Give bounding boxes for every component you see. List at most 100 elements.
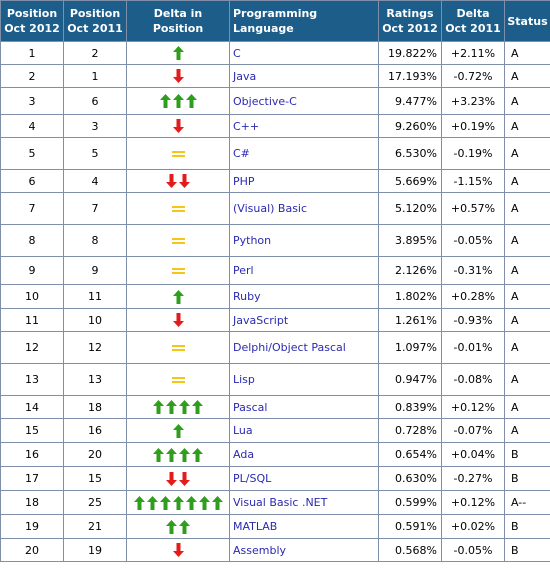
- delta-cell: +0.57%: [441, 192, 505, 225]
- delta-position-cell: [126, 308, 230, 332]
- table-row[interactable]: 20 19 Assembly 0.568% -0.05% B: [0, 538, 550, 562]
- language-cell[interactable]: Java: [229, 64, 379, 88]
- table-row[interactable]: 15 16 Lua 0.728% -0.07% A: [0, 418, 550, 443]
- arrow-up-icon: [179, 400, 190, 414]
- position-2011-cell: 9: [63, 256, 127, 285]
- language-cell[interactable]: Lisp: [229, 363, 379, 396]
- arrow-up-icon: [153, 400, 164, 414]
- language-cell[interactable]: Pascal: [229, 395, 379, 419]
- status-cell: A: [504, 137, 550, 170]
- table-row[interactable]: 2 1 Java 17.193% -0.72% A: [0, 64, 550, 88]
- arrow-up-icon: [166, 447, 177, 462]
- language-cell[interactable]: C: [229, 41, 379, 65]
- language-cell[interactable]: C++: [229, 114, 379, 138]
- status-cell: A: [504, 41, 550, 65]
- delta-cell: +2.11%: [441, 41, 505, 65]
- language-cell[interactable]: (Visual) Basic: [229, 192, 379, 225]
- language-cell[interactable]: Ruby: [229, 284, 379, 309]
- status-cell: B: [504, 538, 550, 562]
- rating-cell: 0.599%: [378, 490, 442, 515]
- table-row[interactable]: 13 13 Lisp 0.947% -0.08% A: [0, 363, 550, 396]
- table-row[interactable]: 9 9 Perl 2.126% -0.31% A: [0, 256, 550, 285]
- delta-position-cell: [126, 395, 230, 419]
- delta-cell: +0.19%: [441, 114, 505, 138]
- position-2011-cell: 12: [63, 331, 127, 364]
- table-row[interactable]: 1 2 C 19.822% +2.11% A: [0, 41, 550, 65]
- header-ratings-oct-2012[interactable]: Ratings Oct 2012: [378, 0, 442, 42]
- table-row[interactable]: 6 4 PHP 5.669% -1.15% A: [0, 169, 550, 193]
- delta-cell: -0.01%: [441, 331, 505, 364]
- table-row[interactable]: 18 25 Visual Basic .NET 0.599% +0.12% A--: [0, 490, 550, 515]
- header-position-oct-2012[interactable]: Position Oct 2012: [0, 0, 64, 42]
- header-position-oct-2011[interactable]: Position Oct 2011: [63, 0, 127, 42]
- no-change-icon: [171, 343, 185, 353]
- table-row[interactable]: 19 21 MATLAB 0.591% +0.02% B: [0, 514, 550, 539]
- language-cell[interactable]: Assembly: [229, 538, 379, 562]
- rating-cell: 1.261%: [378, 308, 442, 332]
- language-cell[interactable]: PHP: [229, 169, 379, 193]
- arrow-up-icon: [192, 400, 203, 414]
- language-cell[interactable]: Objective-C: [229, 87, 379, 115]
- status-cell: A: [504, 331, 550, 364]
- status-cell: A: [504, 224, 550, 257]
- position-2011-cell: 16: [63, 418, 127, 443]
- table-row[interactable]: 4 3 C++ 9.260% +0.19% A: [0, 114, 550, 138]
- delta-position-cell: [126, 442, 230, 467]
- language-cell[interactable]: MATLAB: [229, 514, 379, 539]
- position-2011-cell: 4: [63, 169, 127, 193]
- delta-position-cell: [126, 514, 230, 539]
- language-cell[interactable]: Ada: [229, 442, 379, 467]
- language-cell[interactable]: Visual Basic .NET: [229, 490, 379, 515]
- status-cell: A: [504, 308, 550, 332]
- language-cell[interactable]: Lua: [229, 418, 379, 443]
- delta-cell: -0.72%: [441, 64, 505, 88]
- table-row[interactable]: 12 12 Delphi/Object Pascal 1.097% -0.01% A: [0, 331, 550, 364]
- no-change-icon: [171, 204, 185, 214]
- table-row[interactable]: 11 10 JavaScript 1.261% -0.93% A: [0, 308, 550, 332]
- table-row[interactable]: 8 8 Python 3.895% -0.05% A: [0, 224, 550, 257]
- table-row[interactable]: 3 6 Objective-C 9.477% +3.23% A: [0, 87, 550, 115]
- language-cell[interactable]: Perl: [229, 256, 379, 285]
- position-2011-cell: 6: [63, 87, 127, 115]
- delta-position-cell: [126, 284, 230, 309]
- position-2012-cell: 3: [0, 87, 64, 115]
- table-row[interactable]: 10 11 Ruby 1.802% +0.28% A: [0, 284, 550, 309]
- table-row[interactable]: 17 15 PL/SQL 0.630% -0.27% B: [0, 466, 550, 491]
- position-2012-cell: 12: [0, 331, 64, 364]
- delta-cell: +0.12%: [441, 490, 505, 515]
- language-cell[interactable]: PL/SQL: [229, 466, 379, 491]
- delta-cell: +3.23%: [441, 87, 505, 115]
- delta-position-cell: [126, 169, 230, 193]
- language-cell[interactable]: Python: [229, 224, 379, 257]
- table-row[interactable]: 7 7 (Visual) Basic 5.120% +0.57% A: [0, 192, 550, 225]
- delta-position-cell: [126, 256, 230, 285]
- status-cell: A: [504, 114, 550, 138]
- table-row[interactable]: 14 18 Pascal 0.839% +0.12% A: [0, 395, 550, 419]
- rating-cell: 9.260%: [378, 114, 442, 138]
- rating-cell: 2.126%: [378, 256, 442, 285]
- status-cell: A: [504, 284, 550, 309]
- no-change-icon: [171, 149, 185, 159]
- language-cell[interactable]: C#: [229, 137, 379, 170]
- table-row[interactable]: 5 5 C# 6.530% -0.19% A: [0, 137, 550, 170]
- status-cell: A--: [504, 490, 550, 515]
- position-2012-cell: 7: [0, 192, 64, 225]
- position-2011-cell: 7: [63, 192, 127, 225]
- header-status[interactable]: Status: [504, 0, 550, 42]
- language-cell[interactable]: JavaScript: [229, 308, 379, 332]
- rating-cell: 0.568%: [378, 538, 442, 562]
- delta-position-cell: [126, 466, 230, 491]
- delta-cell: -0.27%: [441, 466, 505, 491]
- header-programming-language[interactable]: Programming Language: [229, 0, 379, 42]
- language-cell[interactable]: Delphi/Object Pascal: [229, 331, 379, 364]
- rating-cell: 5.669%: [378, 169, 442, 193]
- header-delta-in-position[interactable]: Delta in Position: [126, 0, 230, 42]
- header-delta-oct-2011[interactable]: Delta Oct 2011: [441, 0, 505, 42]
- rating-cell: 3.895%: [378, 224, 442, 257]
- no-change-icon: [171, 375, 185, 385]
- rating-cell: 1.097%: [378, 331, 442, 364]
- rating-cell: 5.120%: [378, 192, 442, 225]
- table-row[interactable]: 16 20 Ada 0.654% +0.04% B: [0, 442, 550, 467]
- delta-position-cell: [126, 363, 230, 396]
- position-2012-cell: 18: [0, 490, 64, 515]
